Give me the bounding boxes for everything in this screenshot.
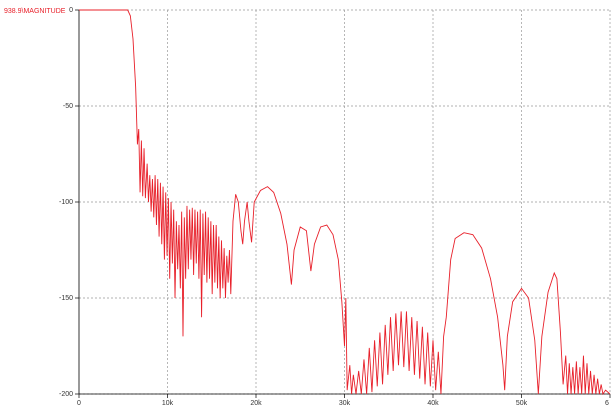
chart-title: 938.9\MAGNITUDE	[4, 8, 66, 15]
x-tick-label: 20k	[250, 400, 262, 406]
x-tick-label: 6	[605, 400, 609, 406]
x-tick-label: 40k	[427, 400, 439, 406]
x-tick-label: 10k	[162, 400, 174, 406]
y-tick-label: -100	[59, 199, 73, 206]
x-tick-label: 30k	[339, 400, 351, 406]
x-tick-label: 50k	[516, 400, 528, 406]
y-tick-label: 0	[69, 7, 73, 14]
response-line	[79, 9, 611, 396]
y-tick-label: -200	[59, 391, 73, 398]
y-tick-label: -150	[59, 295, 73, 302]
y-tick-label: -50	[63, 103, 73, 110]
x-tick-label: 0	[77, 400, 81, 406]
